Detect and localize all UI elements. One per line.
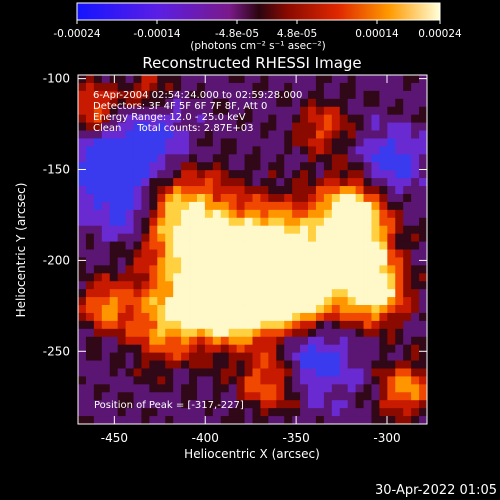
colorbar: -0.00024 -0.00014 -4.8e-05 4.8e-05 0.00014 0.… (53, 2, 462, 52)
x-tick-label: -300 (373, 431, 400, 445)
plot-title: Reconstructed RHESSI Image (142, 54, 361, 72)
annotation-detectors: Detectors: 3F 4F 5F 6F 7F 8F, Att 0 (93, 101, 267, 112)
rhessi-image: -450 -400 -350 -300 -100 -150 -200 -250 (43, 72, 428, 445)
x-tick-label: -400 (192, 431, 219, 445)
y-tick-label: -200 (43, 253, 70, 267)
y-tick-label: -100 (43, 72, 70, 86)
annotation-energy-range: Energy Range: 12.0 - 25.0 keV (93, 112, 246, 123)
colorbar-tick-label: 4.8e-05 (277, 28, 317, 40)
peak-position-label: Position of Peak = [-317,-227] (94, 400, 244, 411)
x-tick-label: -450 (101, 431, 128, 445)
image-pixel-grid (78, 75, 427, 424)
x-tick-label: -350 (283, 431, 310, 445)
colorbar-tick-label: 0.00024 (418, 28, 462, 40)
y-axis-ticks: -100 -150 -200 -250 (43, 72, 427, 358)
annotation-clean-counts: Clean Total counts: 2.87E+03 (93, 123, 253, 134)
colorbar-tick-label: -0.00024 (53, 28, 101, 40)
colorbar-gradient (76, 2, 441, 21)
y-tick-label: -250 (43, 344, 70, 358)
plot-frame (77, 74, 428, 425)
colorbar-ticks: -0.00024 -0.00014 -4.8e-05 4.8e-05 0.00014 0.… (53, 20, 462, 40)
colorbar-tick-label: -4.8e-05 (215, 28, 259, 40)
x-axis-label: Heliocentric X (arcsec) (184, 447, 320, 461)
y-tick-label: -150 (43, 163, 70, 177)
footer-timestamp: 30-Apr-2022 01:05 (375, 483, 497, 498)
colorbar-tick-label: 0.00014 (355, 28, 399, 40)
annotation-time-range: 6-Apr-2004 02:54:24.000 to 02:59:28.000 (93, 90, 302, 101)
observation-annotations: 6-Apr-2004 02:54:24.000 to 02:59:28.000 … (93, 90, 302, 134)
x-axis-ticks: -450 -400 -350 -300 (101, 75, 401, 445)
colorbar-units-label: (photons cm⁻² s⁻¹ asec⁻²) (190, 40, 325, 52)
colorbar-tick-label: -0.00014 (133, 28, 181, 40)
y-axis-label: Heliocentric Y (arcsec) (14, 183, 28, 318)
